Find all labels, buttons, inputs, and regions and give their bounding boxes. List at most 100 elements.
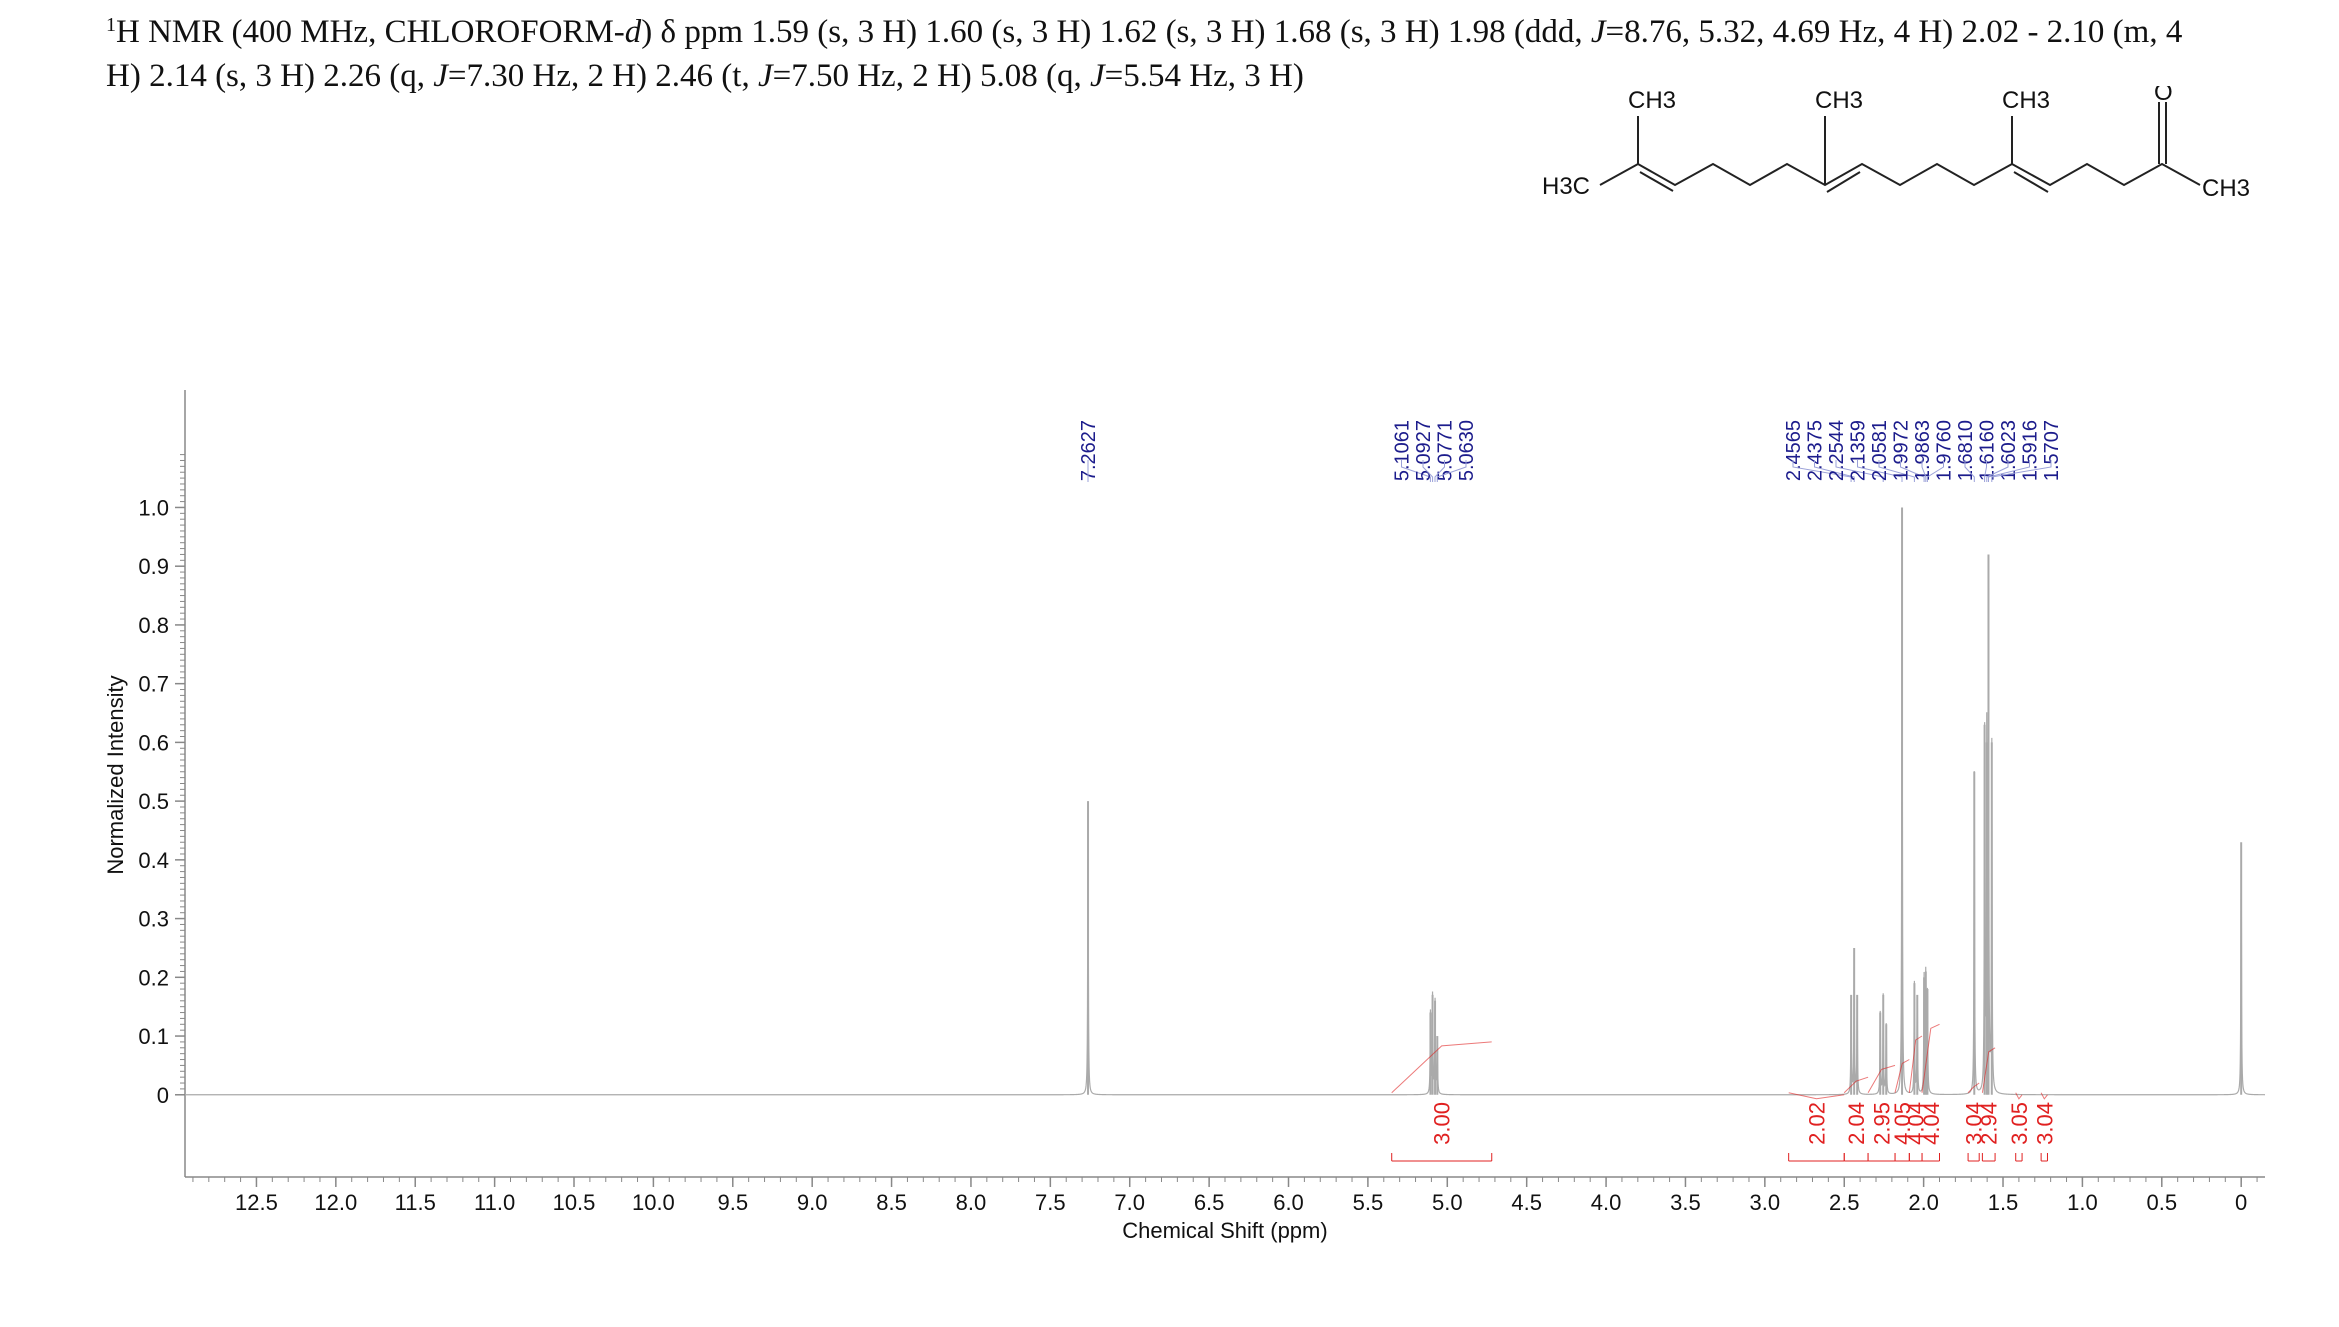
x-tick-label: 10.5 xyxy=(553,1190,596,1215)
peak-label: 1.9760 xyxy=(1934,420,1956,481)
coupling-j2-text: =7.30 Hz, 2 H) 2.46 (t, xyxy=(447,58,758,94)
integral-curve xyxy=(1981,1047,1996,1093)
x-tick-label: 6.0 xyxy=(1273,1190,1304,1215)
peak-leader xyxy=(1900,460,1925,482)
peak-label: 1.5707 xyxy=(2041,420,2063,481)
peak-leader xyxy=(1991,460,2052,482)
coupling-j3-label: J xyxy=(757,58,773,94)
peak-leader xyxy=(1878,460,1915,482)
peak-leader xyxy=(1835,460,1884,482)
molecule-structure: CH3 CH3 CH3 O H3C CH3 xyxy=(1542,86,2250,202)
x-tick-label: 0 xyxy=(2235,1190,2247,1215)
y-tick-label: 0.9 xyxy=(138,554,169,579)
peak-label: 7.2627 xyxy=(1078,420,1100,481)
peak-label: 2.4565 xyxy=(1783,420,1805,481)
peak-leader xyxy=(1926,460,1944,482)
x-tick-label: 11.5 xyxy=(395,1190,436,1215)
x-tick-label: 1.5 xyxy=(1988,1190,2019,1215)
solvent-d: d xyxy=(624,14,642,50)
skeleton-bonds xyxy=(1599,102,2201,193)
integral-curve xyxy=(1391,1041,1492,1094)
peak-leader xyxy=(1401,460,1431,482)
integral-value: 4.05 xyxy=(1890,1102,1915,1145)
integral-value: 2.94 xyxy=(1977,1102,2002,1145)
spectrum-line xyxy=(185,557,2265,1096)
y-tick-label: 0.8 xyxy=(138,613,169,638)
x-tick-label: 1.0 xyxy=(2067,1190,2098,1215)
x-tick-label: 7.5 xyxy=(1035,1190,1066,1215)
peak-label: 2.1359 xyxy=(1848,420,1870,481)
line2-start: H) 2.14 (s, 3 H) 2.26 (q, xyxy=(106,58,434,94)
y-axis-title: Normalized Intensity xyxy=(103,675,128,874)
y-tick-label: 0 xyxy=(157,1083,169,1108)
peak-leader xyxy=(1792,460,1852,482)
nmr-description: 1H NMR (400 MHz, CHLOROFORM-d) δ ppm 1.5… xyxy=(106,10,2286,98)
y-tick-label: 0.7 xyxy=(138,672,169,697)
header-after-solvent: ) xyxy=(641,14,661,50)
methyl-1-label: CH3 xyxy=(1628,87,1676,114)
y-tick-label: 1.0 xyxy=(138,495,169,520)
x-tick-label: 9.0 xyxy=(797,1190,828,1215)
x-tick-label: 8.0 xyxy=(956,1190,987,1215)
y-tick-label: 0.3 xyxy=(138,907,169,932)
terminal-methyl-left-label: H3C xyxy=(1542,173,1590,200)
peak-label: 1.9972 xyxy=(1891,420,1913,481)
coupling-j1-label: J xyxy=(1590,14,1606,50)
coupling-j4-label: J xyxy=(1090,58,1105,94)
x-tick-label: 3.0 xyxy=(1750,1190,1781,1215)
y-minor-ticks xyxy=(180,454,185,1090)
peak-label: 1.6023 xyxy=(1998,420,2020,481)
carbonyl-oxygen-label: O xyxy=(2154,86,2173,106)
x-tick-label: 0.5 xyxy=(2146,1190,2177,1215)
peak-label: 1.6810 xyxy=(1955,420,1977,481)
x-tick-label: 3.5 xyxy=(1670,1190,1701,1215)
peak-label: 2.0581 xyxy=(1869,420,1891,481)
peak-leader xyxy=(1921,460,1927,482)
x-tick-label: 12.5 xyxy=(235,1190,278,1215)
header-main-text: H NMR (400 MHz, CHLOROFORM- xyxy=(116,14,625,50)
peak-leader xyxy=(1857,460,1903,482)
integrals: 3.00 2.02 2.04 2.954.054.044.04 3.042.94 3.05… xyxy=(1391,1023,2057,1162)
x-tick-label: 4.5 xyxy=(1511,1190,1542,1215)
integral-curve xyxy=(1908,1035,1923,1093)
x-tick-label: 12.0 xyxy=(314,1190,357,1215)
peak-leader xyxy=(1986,460,2009,482)
integral-value: 3.04 xyxy=(2032,1102,2057,1145)
y-tick-label: 0.2 xyxy=(138,965,169,990)
x-tick-label: 10.0 xyxy=(632,1190,675,1215)
x-axis-title: Chemical Shift (ppm) xyxy=(1122,1218,1327,1243)
integral-curve xyxy=(1788,1092,1845,1100)
integral-curve xyxy=(1867,1064,1896,1094)
peak-label: 2.2544 xyxy=(1826,420,1848,481)
y-axis-ticks: 0 0.1 0.2 0.3 0.4 0.5 0.6 0.7 0.8 0.9 1.0 xyxy=(138,495,185,1108)
integral-value: 3.05 xyxy=(2007,1102,2032,1145)
integral-value: 3.04 xyxy=(1962,1102,1987,1145)
integral-value: 2.95 xyxy=(1870,1102,1895,1145)
integral-value: 2.02 xyxy=(1805,1102,1830,1145)
x-tick-label: 11.0 xyxy=(474,1190,515,1215)
y-tick-label: 0.1 xyxy=(138,1024,169,1049)
peak-leader xyxy=(1434,460,1445,482)
x-tick-label: 7.0 xyxy=(1114,1190,1145,1215)
x-tick-label: 2.5 xyxy=(1829,1190,1860,1215)
peak-leader xyxy=(1436,460,1467,482)
peak-label: 5.0771 xyxy=(1435,420,1457,481)
peak-label: 1.5916 xyxy=(2020,420,2042,481)
peak-label: 2.4375 xyxy=(1805,420,1827,481)
peaks-line: ppm 1.59 (s, 3 H) 1.60 (s, 3 H) 1.62 (s,… xyxy=(676,14,1591,50)
x-tick-label: 9.5 xyxy=(717,1190,748,1215)
integral-curve xyxy=(1967,1082,1980,1094)
x-tick-label: 2.0 xyxy=(1908,1190,1939,1215)
delta-symbol: δ xyxy=(660,14,677,50)
integral-value: 3.00 xyxy=(1430,1102,1455,1145)
peak-leader xyxy=(1984,460,1987,482)
peak-label: 1.9863 xyxy=(1912,420,1934,481)
integral-curve xyxy=(1843,1076,1869,1094)
peak-label: 5.0630 xyxy=(1456,420,1478,481)
x-tick-label: 6.5 xyxy=(1194,1190,1225,1215)
x-tick-label: 5.5 xyxy=(1353,1190,1384,1215)
peak-labels: 7.2627 5.1061 5.0927 5.0771 5.0630 2.4565 2.43… xyxy=(1078,420,2063,482)
peak-leader xyxy=(1422,460,1434,482)
integral-curve xyxy=(2040,1092,2048,1100)
x-tick-label: 5.0 xyxy=(1432,1190,1463,1215)
